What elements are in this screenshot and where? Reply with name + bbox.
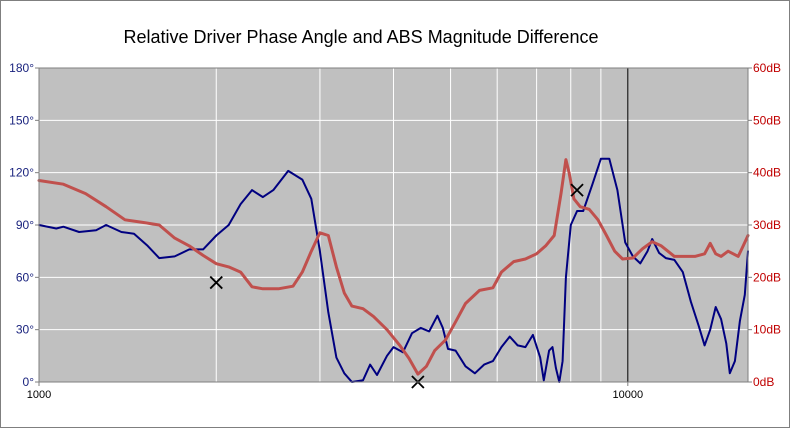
right-tick-label: 0dB — [753, 375, 774, 389]
left-tick-label: 120° — [9, 166, 34, 180]
x-tick-label: 1000 — [27, 389, 51, 401]
left-tick-label: 60° — [16, 270, 34, 284]
x-marker — [570, 183, 584, 197]
right-tick-label: 10dB — [753, 323, 781, 337]
right-tick-label: 30dB — [753, 218, 781, 232]
magnitude-series-line — [37, 158, 750, 376]
right-tick-label: 40dB — [753, 166, 781, 180]
series-group — [37, 157, 750, 383]
left-tick-label: 90° — [16, 218, 34, 232]
left-tick-label: 0° — [23, 375, 35, 389]
x-tick-label: 10000 — [613, 389, 644, 401]
right-tick-label: 20dB — [753, 270, 781, 284]
axes: 0° 30° 60° 90° 120° 150° 180° 0dB 10dB 20dB 30dB 40… — [9, 61, 781, 401]
left-tick-label: 30° — [16, 323, 34, 337]
chart-title: Relative Driver Phase Angle and ABS Magn… — [124, 27, 599, 47]
phase-series-line — [38, 157, 749, 383]
right-tick-label: 60dB — [753, 61, 781, 75]
left-tick-label: 180° — [9, 61, 34, 75]
x-marker — [209, 275, 223, 290]
right-tick-label: 50dB — [753, 113, 781, 127]
left-tick-label: 150° — [9, 113, 34, 127]
